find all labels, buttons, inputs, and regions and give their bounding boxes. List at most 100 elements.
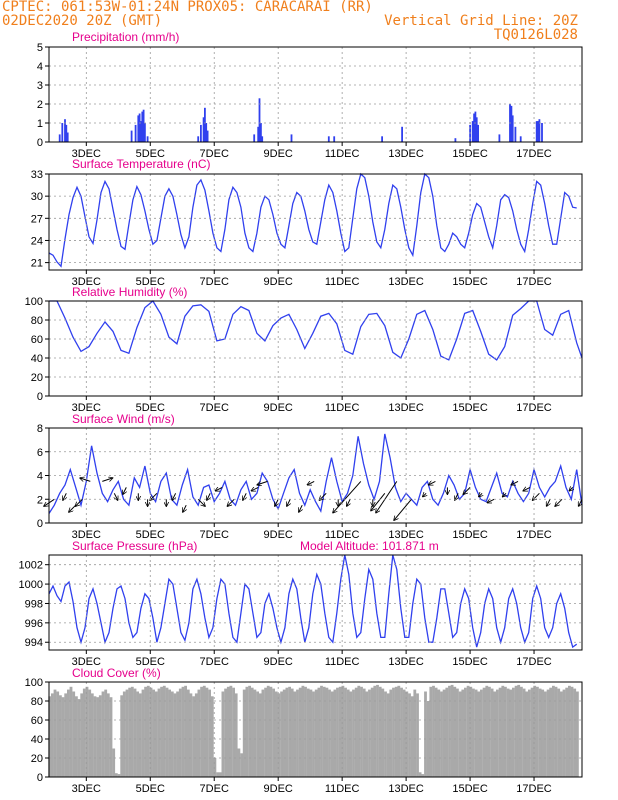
cloud-cover-bar bbox=[293, 691, 297, 777]
precip-bar bbox=[140, 121, 142, 142]
cloud-cover-bar bbox=[112, 748, 116, 777]
pres-xtick-label: 9DEC bbox=[264, 656, 293, 668]
rh-panel-title: Relative Humidity (%) bbox=[72, 285, 187, 299]
cloud-cover-bar bbox=[464, 687, 467, 777]
precip-bar bbox=[519, 136, 522, 142]
temp-xtick-label: 7DEC bbox=[200, 276, 229, 288]
wind-vector-arrow bbox=[275, 499, 279, 506]
cloud-cover-bar bbox=[453, 686, 457, 778]
cloud-cover-bar bbox=[373, 685, 377, 777]
cloud-cover-bar bbox=[466, 685, 470, 777]
cloud-cover-bar bbox=[408, 693, 411, 777]
pres-plot-frame bbox=[48, 554, 583, 651]
cloud-cover-bar bbox=[496, 689, 499, 777]
pres-series-line bbox=[48, 554, 578, 649]
cloud-ytick-label: 20 bbox=[31, 753, 43, 765]
wind-vector-arrow bbox=[227, 498, 235, 506]
cloud-cover-bar bbox=[205, 687, 209, 777]
cloud-cover-bar bbox=[522, 688, 526, 777]
pres-xtick-label: 5DEC bbox=[136, 656, 165, 668]
rh-ytick-label: 0 bbox=[37, 391, 43, 403]
cloud-xtick-label: 13DEC bbox=[388, 783, 424, 795]
wind-ytick-label: 2 bbox=[37, 494, 43, 506]
precip-bar bbox=[65, 124, 68, 142]
cloud-cover-bar bbox=[448, 685, 451, 777]
temp-xtick-label: 13DEC bbox=[388, 276, 424, 288]
cloud-cover-bar bbox=[530, 687, 534, 777]
cloud-cover-bar bbox=[152, 689, 155, 777]
cloud-cover-bar bbox=[357, 685, 361, 777]
cloud-cover-bar bbox=[504, 686, 507, 778]
header-station: CPTEC: 061:53W-01:24N PROX05: CARACARAI … bbox=[2, 0, 373, 15]
cloud-cover-bar bbox=[138, 693, 142, 777]
cloud-cover-bar bbox=[221, 691, 225, 777]
cloud-cover-bar bbox=[573, 688, 577, 777]
cloud-cover-bar bbox=[370, 687, 374, 777]
precip-bar bbox=[498, 134, 501, 142]
cloud-cover-bar bbox=[482, 687, 486, 777]
cloud-cover-bar bbox=[490, 688, 494, 777]
cloud-cover-bar bbox=[338, 686, 342, 778]
cloud-cover-bar bbox=[493, 691, 497, 777]
precip-bar bbox=[66, 132, 69, 142]
precip-bar bbox=[511, 115, 514, 142]
wind-vector-arrow bbox=[394, 498, 412, 520]
precip-bar bbox=[58, 134, 61, 142]
cloud-cover-bar bbox=[362, 688, 366, 777]
cloud-cover-bar bbox=[144, 686, 147, 778]
cloud-cover-bar bbox=[162, 685, 166, 777]
cloud-cover-bar bbox=[306, 688, 310, 777]
precip-bar bbox=[130, 130, 133, 142]
wind-vector-arrow bbox=[75, 498, 83, 506]
wind-vector-arrow bbox=[251, 487, 259, 491]
rh-xtick-label: 5DEC bbox=[136, 402, 165, 414]
precip-bar bbox=[142, 109, 145, 142]
wind-xtick-label: 7DEC bbox=[200, 529, 229, 541]
pres-xtick-label: 7DEC bbox=[200, 656, 229, 668]
precip-panel-title: Precipitation (mm/h) bbox=[72, 30, 179, 44]
cloud-cover-bar bbox=[325, 687, 329, 777]
precip-bar bbox=[401, 126, 403, 142]
cloud-cover-bar bbox=[394, 686, 398, 778]
cloud-cover-bar bbox=[485, 685, 489, 777]
cloud-cover-bar bbox=[378, 686, 382, 778]
cloud-cover-bar bbox=[245, 686, 249, 778]
cloud-cover-bar bbox=[296, 689, 299, 777]
cloud-cover-bar bbox=[341, 685, 345, 777]
precip-bar bbox=[454, 138, 457, 142]
cloud-cover-bar bbox=[458, 691, 462, 777]
precip-bar bbox=[144, 123, 146, 142]
cloud-cover-bar bbox=[269, 686, 273, 778]
header-code: TQ0126L028 bbox=[493, 27, 578, 43]
cloud-cover-bar bbox=[330, 691, 334, 777]
wind-vector-arrow bbox=[307, 481, 315, 485]
cloud-cover-bar bbox=[346, 689, 350, 777]
cloud-cover-bar bbox=[93, 696, 97, 778]
cloud-cover-bar bbox=[349, 691, 353, 777]
wind-xtick-label: 13DEC bbox=[388, 529, 424, 541]
cloud-cover-bar bbox=[541, 689, 545, 777]
wind-vector-arrow bbox=[532, 492, 540, 500]
precip-bar bbox=[477, 124, 479, 142]
cloud-cover-bar bbox=[189, 693, 193, 777]
cloud-cover-bar bbox=[469, 686, 473, 778]
cloud-plot-frame bbox=[48, 681, 583, 778]
cloud-cover-bar bbox=[562, 689, 566, 777]
cloud-cover-bar bbox=[125, 689, 129, 777]
wind-vector-arrow bbox=[197, 498, 205, 506]
precip-bar bbox=[205, 123, 208, 142]
cloud-cover-bar bbox=[517, 684, 521, 777]
rh-ytick-label: 40 bbox=[31, 353, 43, 365]
cloud-cover-bar bbox=[226, 686, 230, 778]
wind-vector-arrow bbox=[371, 492, 386, 511]
cloud-cover-bar bbox=[232, 687, 235, 777]
wind-vector-arrow bbox=[172, 493, 176, 500]
precip-bar bbox=[260, 123, 262, 142]
cloud-cover-bar bbox=[376, 684, 379, 777]
cloud-cover-bar bbox=[64, 693, 68, 777]
cloud-cover-bar bbox=[240, 753, 243, 778]
cloud-cover-bar bbox=[67, 689, 70, 777]
temp-series-line bbox=[48, 172, 577, 268]
wind-ytick-label: 6 bbox=[37, 447, 43, 459]
cloud-cover-bar bbox=[282, 689, 286, 777]
